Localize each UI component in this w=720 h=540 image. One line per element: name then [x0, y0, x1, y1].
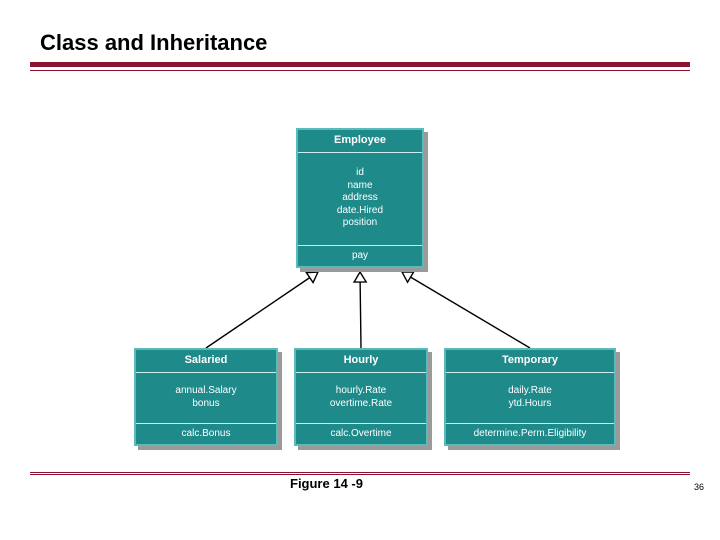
- class-section-name: Temporary: [446, 350, 614, 372]
- class-text: name: [347, 180, 372, 193]
- class-text: Salaried: [185, 354, 228, 368]
- class-box-inner: Temporary daily.Rateytd.Hours determine.Pe…: [444, 348, 616, 446]
- class-text: date.Hired: [337, 205, 383, 218]
- rule-thin-bottom-1: [30, 472, 690, 473]
- class-text: Hourly: [344, 354, 379, 368]
- class-section-attrs: daily.Rateytd.Hours: [446, 372, 614, 423]
- class-text: annual.Salary: [175, 385, 236, 398]
- class-box-parent: Employeeidnameaddressdate.Hiredpositionp…: [296, 128, 424, 268]
- class-text: Temporary: [502, 354, 558, 368]
- class-text: bonus: [192, 398, 219, 411]
- class-text: id: [356, 167, 364, 180]
- class-text: overtime.Rate: [330, 398, 392, 411]
- uml-diagram: Employeeidnameaddressdate.Hiredpositionp…: [0, 0, 720, 540]
- class-text: calc.Overtime: [330, 428, 391, 441]
- rule-thin-bottom-2: [30, 474, 690, 475]
- class-section-name: Salaried: [136, 350, 276, 372]
- class-text: determine.Perm.Eligibility: [474, 428, 587, 441]
- class-box-child_right: Temporary daily.Rateytd.Hours determine.Pe…: [444, 348, 616, 446]
- page-number: 36: [694, 482, 704, 492]
- figure-caption: Figure 14 -9: [290, 476, 363, 491]
- class-section-name: Hourly: [296, 350, 426, 372]
- class-box-child_mid: Hourly hourly.Rateovertime.Rate calc.Overt…: [294, 348, 428, 446]
- class-box-inner: Salaried annual.Salarybonus calc.Bonus: [134, 348, 278, 446]
- class-section-name: Employee: [298, 130, 422, 152]
- class-section-ops: determine.Perm.Eligibility: [446, 423, 614, 445]
- class-text: daily.Rate: [508, 385, 552, 398]
- class-box-inner: Hourly hourly.Rateovertime.Rate calc.Overt…: [294, 348, 428, 446]
- slide: Class and Inheritance Employeeidnameaddr…: [0, 0, 720, 540]
- class-section-ops: pay: [298, 245, 422, 267]
- class-text: ytd.Hours: [509, 398, 552, 411]
- class-section-ops: calc.Bonus: [136, 423, 276, 445]
- class-section-attrs: annual.Salarybonus: [136, 372, 276, 423]
- class-text: address: [342, 192, 378, 205]
- class-text: calc.Bonus: [182, 428, 231, 441]
- class-box-inner: Employeeidnameaddressdate.Hiredpositionp…: [296, 128, 424, 268]
- class-section-attrs: hourly.Rateovertime.Rate: [296, 372, 426, 423]
- class-text: pay: [352, 250, 368, 263]
- class-section-attrs: idnameaddressdate.Hiredposition: [298, 152, 422, 245]
- class-text: position: [343, 217, 377, 230]
- class-section-ops: calc.Overtime: [296, 423, 426, 445]
- class-text: hourly.Rate: [336, 385, 386, 398]
- class-text: Employee: [334, 134, 386, 148]
- class-box-child_left: Salaried annual.Salarybonus calc.Bonus: [134, 348, 278, 446]
